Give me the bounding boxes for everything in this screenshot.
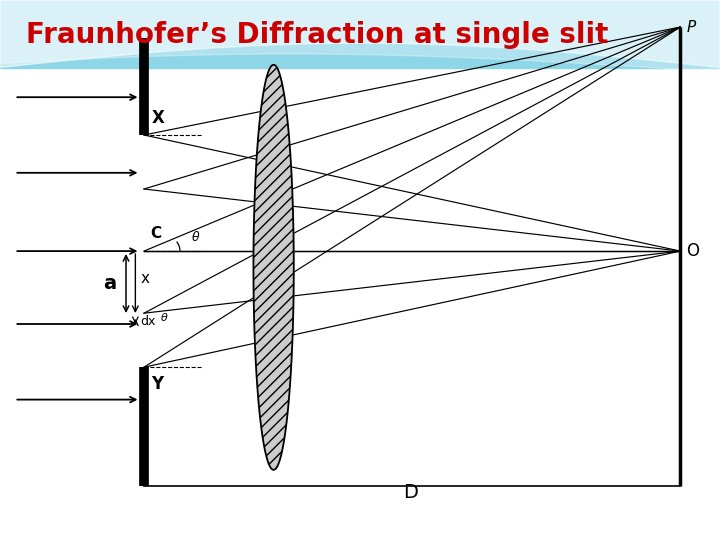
Text: Fraunhofer’s Diffraction at single slit: Fraunhofer’s Diffraction at single slit — [26, 21, 608, 49]
Text: X: X — [151, 109, 164, 127]
Text: C: C — [150, 226, 161, 241]
Text: $\theta$: $\theta$ — [191, 231, 200, 245]
Polygon shape — [253, 65, 294, 470]
Polygon shape — [253, 65, 294, 470]
Text: Y: Y — [151, 375, 163, 393]
Text: D: D — [403, 483, 418, 502]
Text: $\theta$: $\theta$ — [160, 311, 168, 323]
Text: x: x — [140, 271, 150, 286]
Text: P: P — [686, 19, 696, 35]
Text: O: O — [686, 242, 699, 260]
Text: dx: dx — [140, 315, 156, 328]
Text: a: a — [104, 274, 117, 293]
